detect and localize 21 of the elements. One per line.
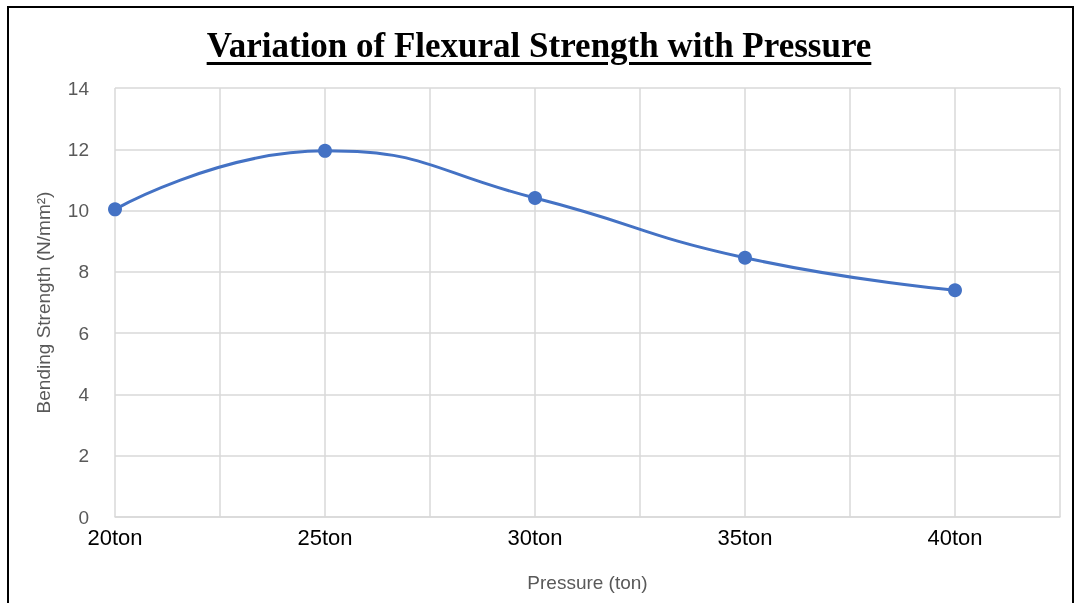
y-tick-label: 6 [78,322,89,344]
y-axis-title: Bending Strength (N/mm²) [33,191,54,414]
point [528,191,542,205]
x-tick-label: 40ton [927,524,983,550]
x-tick-label: 35ton [717,524,773,550]
point [108,202,122,217]
y-tick-label: 4 [78,383,90,405]
x-tick-label: 20ton [87,524,143,550]
x-axis-title: Pressure (ton) [527,572,648,593]
x-tick-label: 30ton [507,524,563,550]
x-tick-label: 25ton [297,524,353,550]
y-tick-label: 14 [67,77,90,99]
point [948,283,962,298]
point [738,250,752,265]
y-tick-label: 12 [67,138,89,160]
y-tick-label: 8 [78,261,89,283]
chart-title: Variation of Flexural Strength with Pressure [206,26,872,65]
y-tick-label: 2 [78,445,89,467]
point [318,143,332,158]
y-tick-label: 10 [67,200,89,222]
y-tick-label: 0 [78,506,89,528]
